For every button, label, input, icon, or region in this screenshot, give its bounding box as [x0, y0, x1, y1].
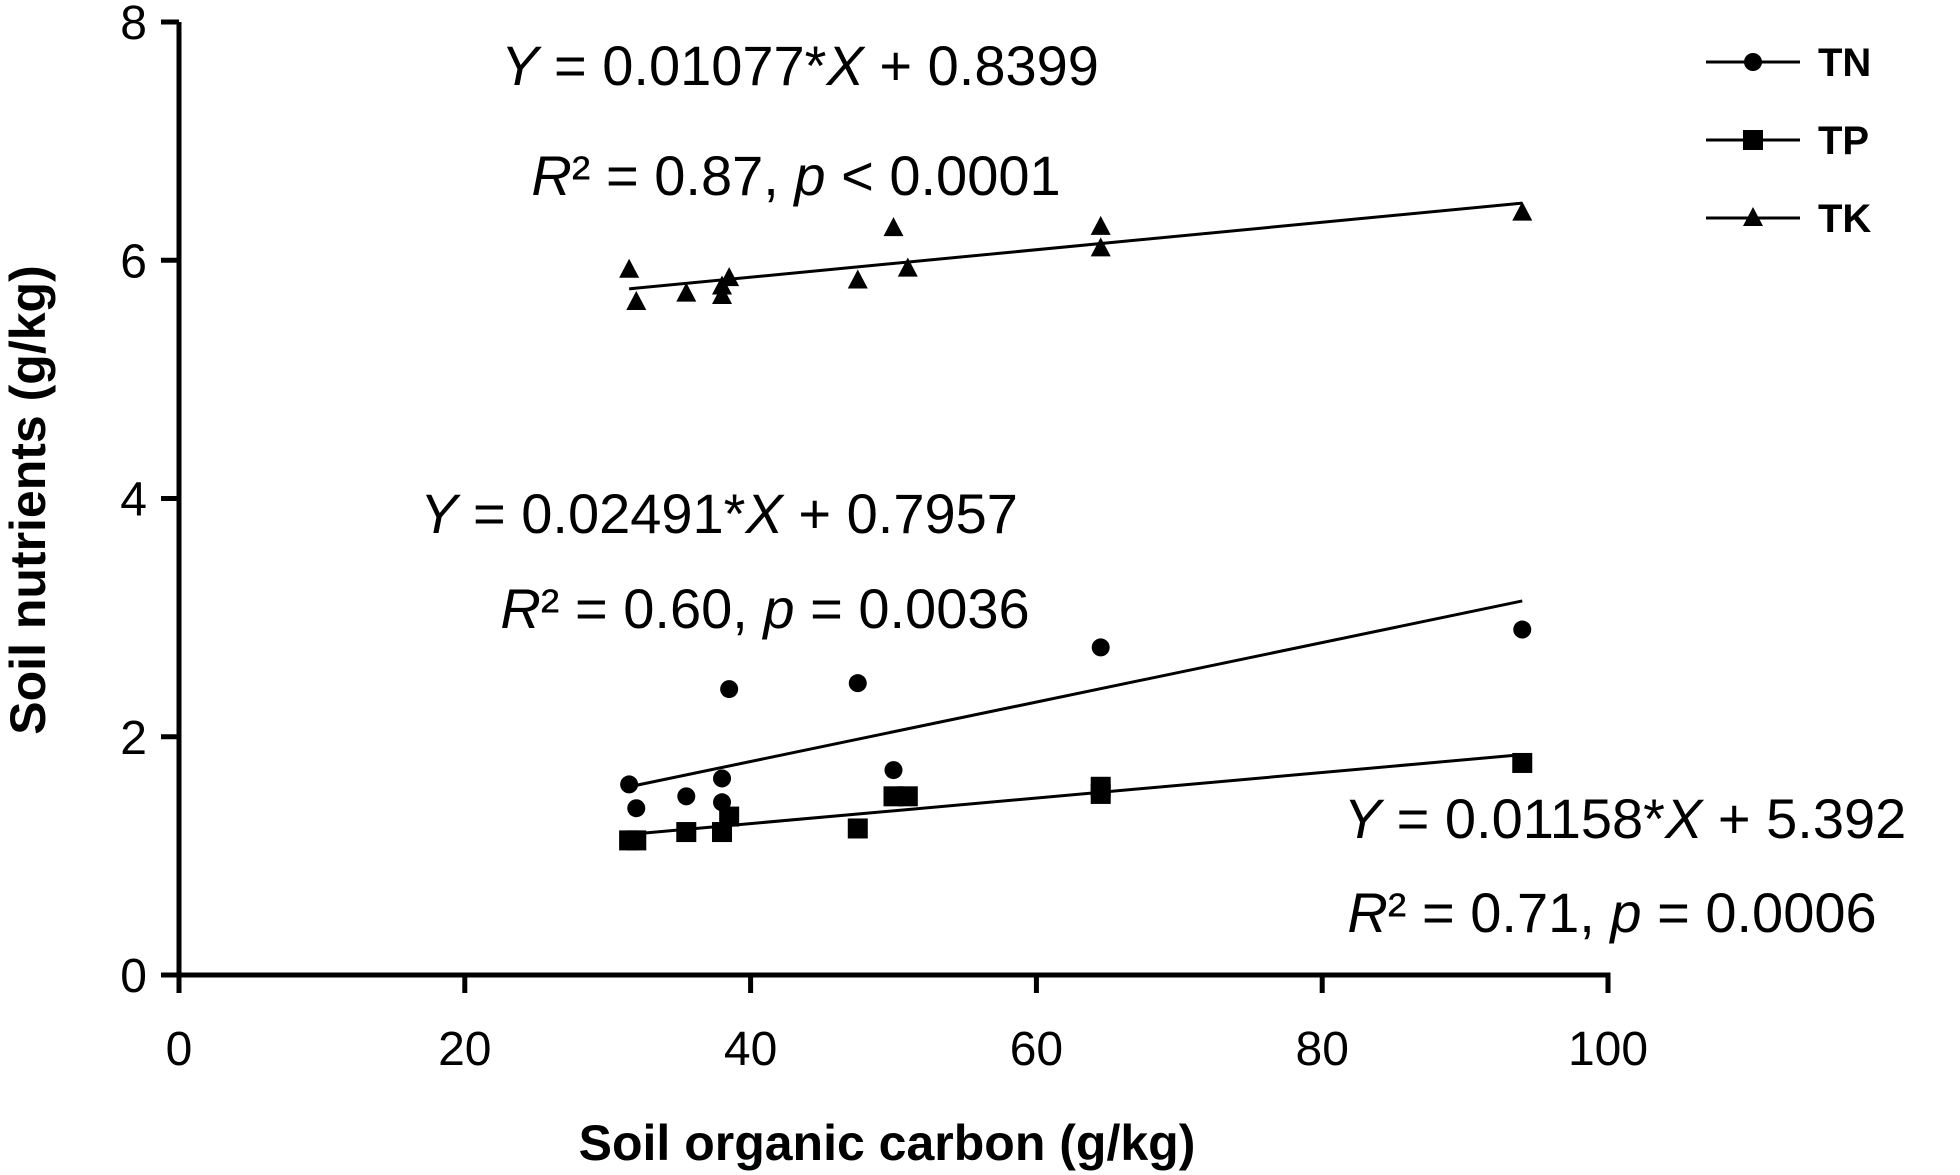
x-axis-title: Soil organic carbon (g/kg)	[579, 1115, 1196, 1171]
point	[676, 282, 697, 302]
point	[713, 769, 732, 788]
y-tick-label: 6	[120, 235, 147, 288]
x-tick-label: 60	[1010, 1023, 1063, 1076]
point	[1090, 215, 1111, 235]
x-tick-label: 80	[1296, 1023, 1349, 1076]
legend-label: TN	[1818, 41, 1871, 85]
point	[1090, 237, 1111, 257]
legend-marker	[1743, 207, 1763, 226]
point	[620, 775, 639, 794]
point	[848, 674, 867, 693]
legend-label: TP	[1818, 119, 1869, 163]
annotation: Y = 0.01077*X + 0.8399	[501, 34, 1099, 97]
annotation: Y = 0.01158*X + 5.392	[1344, 787, 1907, 850]
point	[619, 258, 640, 278]
point	[847, 818, 868, 839]
point	[1512, 201, 1533, 221]
point	[712, 284, 733, 304]
x-tick-label: 20	[438, 1023, 491, 1076]
annotation: R² = 0.60, p = 0.0036	[500, 577, 1029, 640]
point	[897, 257, 918, 277]
legend-label: TK	[1818, 197, 1871, 241]
y-tick-label: 0	[120, 950, 147, 1003]
point	[719, 267, 740, 287]
legend-marker	[1744, 53, 1762, 71]
point	[1512, 752, 1533, 773]
y-tick-label: 2	[120, 712, 147, 765]
point	[884, 761, 903, 780]
y-tick-label: 8	[120, 0, 147, 50]
x-tick-label: 40	[724, 1023, 777, 1076]
x-tick-label: 0	[166, 1023, 193, 1076]
fit-line	[628, 599, 1523, 789]
point	[677, 787, 696, 806]
point	[719, 806, 740, 827]
point	[1513, 620, 1532, 639]
point	[720, 680, 739, 699]
point	[712, 822, 733, 843]
point	[883, 217, 904, 237]
point	[626, 290, 647, 310]
legend-marker	[1743, 130, 1763, 150]
x-tick-label: 100	[1568, 1023, 1648, 1076]
annotation: R² = 0.71, p = 0.0006	[1347, 881, 1876, 944]
point	[626, 830, 647, 851]
annotation: R² = 0.87, p < 0.0001	[531, 144, 1060, 207]
point	[1090, 776, 1111, 797]
point	[897, 786, 918, 807]
point	[847, 269, 868, 289]
point	[676, 822, 697, 843]
point	[1091, 638, 1110, 657]
y-axis-title: Soil nutrients (g/kg)	[0, 265, 56, 734]
fit-line	[628, 201, 1523, 291]
annotation: Y = 0.02491*X + 0.7957	[420, 482, 1018, 545]
fit-line	[629, 753, 1523, 836]
y-tick-label: 4	[120, 474, 147, 527]
point	[627, 799, 646, 818]
